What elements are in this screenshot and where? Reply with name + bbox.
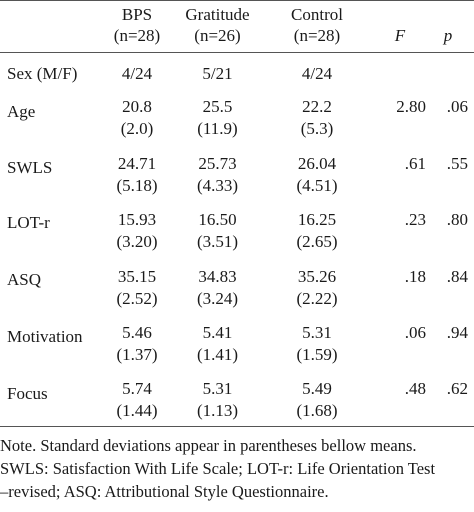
cell-bps: 20.8 [122,97,152,116]
cell-control: 35.26 [297,267,337,286]
note-line: –revised; ASQ: Attributional Style Quest… [0,482,329,501]
cell-control-sd: (1.68) [296,401,338,420]
bottom-rule [0,426,474,427]
cell-bps: 35.15 [117,267,157,286]
cell-gratitude-sd: (11.9) [197,119,238,138]
row-label: ASQ [7,270,42,289]
cell-bps: 5.46 [122,323,152,342]
header-bps: BPS [121,5,153,24]
cell-bps-sd: (2.0) [120,119,154,138]
cell-control-sd: (1.59) [296,345,338,364]
cell-control-sd: (4.51) [296,176,338,195]
cell-bps-sd: (3.20) [116,232,158,251]
row-label: Focus [7,384,48,403]
cell-control-sd: (5.3) [300,119,334,138]
cell-control: 5.31 [302,323,332,342]
header-bps-n: (n=28) [113,26,161,45]
cell-control: 4/24 [301,64,333,83]
cell-control: 22.2 [302,97,332,116]
header-gratitude-n: (n=26) [194,26,241,45]
cell-f: .61 [404,154,426,173]
cell-control-sd: (2.65) [296,232,338,251]
row-label: SWLS [7,158,53,177]
cell-bps-sd: (1.44) [116,401,158,420]
cell-bps: 5.74 [122,379,152,398]
cell-control: 26.04 [297,154,337,173]
row-label: LOT-r [7,213,50,232]
cell-p: .80 [446,210,468,229]
header-f: F [394,26,406,45]
header-p: p [443,26,453,45]
cell-bps-sd: (1.37) [116,345,158,364]
cell-gratitude: 16.50 [198,210,237,229]
cell-bps: 24.71 [117,154,157,173]
cell-f: .23 [404,210,426,229]
cell-p: .94 [446,323,468,342]
table-note: Note. Standard deviations appear in pare… [0,434,474,503]
cell-gratitude: 25.73 [198,154,237,173]
note-line: Note. Standard deviations appear in pare… [0,436,417,455]
cell-gratitude: 5.41 [202,323,233,342]
cell-bps: 4/24 [121,64,153,83]
row-label: Motivation [7,327,83,346]
cell-bps: 15.93 [117,210,157,229]
header-control: Control [291,5,343,24]
cell-gratitude: 34.83 [198,267,237,286]
cell-f: .06 [404,323,426,342]
row-label: Sex (M/F) [7,64,78,83]
note-line: SWLS: Satisfaction With Life Scale; LOT-… [0,459,436,478]
cell-p: .06 [446,97,468,116]
cell-gratitude: 5/21 [202,64,233,83]
cell-f: .18 [404,267,426,286]
top-rule [0,0,474,1]
cell-gratitude-sd: (3.24) [196,289,239,308]
cell-bps-sd: (5.18) [116,176,158,195]
cell-p: .84 [446,267,468,286]
cell-f: .48 [404,379,426,398]
cell-p: .55 [446,154,468,173]
cell-control-sd: (2.22) [296,289,338,308]
cell-gratitude: 25.5 [202,97,233,116]
cell-control: 16.25 [297,210,337,229]
cell-control: 5.49 [302,379,332,398]
header-rule [0,52,474,53]
cell-bps-sd: (2.52) [116,289,158,308]
cell-gratitude-sd: (1.41) [196,345,239,364]
header-gratitude: Gratitude [185,5,250,24]
header-control-n: (n=28) [293,26,341,45]
cell-f: 2.80 [396,97,426,116]
cell-gratitude-sd: (3.51) [196,232,239,251]
cell-gratitude-sd: (1.13) [196,401,239,420]
cell-gratitude: 5.31 [202,379,233,398]
cell-gratitude-sd: (4.33) [196,176,239,195]
row-label: Age [7,102,36,121]
cell-p: .62 [446,379,468,398]
